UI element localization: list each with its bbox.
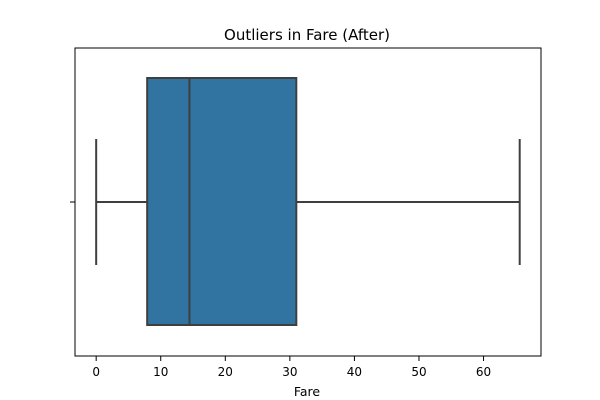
x-axis-ticks: 0 10 20 30 40 50 60 bbox=[92, 356, 491, 379]
chart-title: Outliers in Fare (After) bbox=[224, 26, 390, 44]
x-tick-label: 0 bbox=[92, 365, 100, 379]
x-tick-label: 10 bbox=[153, 365, 168, 379]
x-tick-label: 20 bbox=[218, 365, 233, 379]
x-tick-label: 30 bbox=[282, 365, 297, 379]
x-tick-label: 50 bbox=[411, 365, 426, 379]
box-group bbox=[95, 77, 521, 326]
x-tick-label: 40 bbox=[347, 365, 362, 379]
x-axis-label: Fare bbox=[294, 384, 321, 399]
x-tick-label: 60 bbox=[476, 365, 491, 379]
iqr-box bbox=[146, 77, 298, 326]
